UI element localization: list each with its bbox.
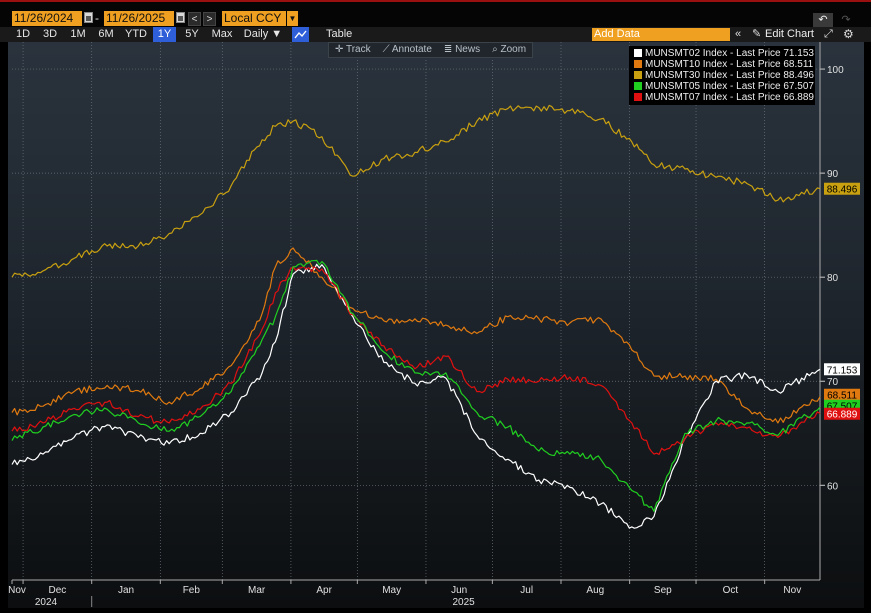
x-tick-label: Jan <box>118 585 134 596</box>
annotation-toolbar: ✛ Track ⟋ Annotate ≣ News ⌕ Zoom <box>328 42 534 58</box>
start-calendar-icon[interactable] <box>84 12 93 23</box>
y-tick-label: 80 <box>827 273 839 284</box>
x-tick-label: Nov <box>783 585 801 596</box>
period-3d[interactable]: 3D <box>42 28 58 40</box>
x-tick-label: Feb <box>183 585 201 596</box>
legend-item[interactable]: MUNSMT02 Index - Last Price 71.153 <box>632 48 814 59</box>
zoom-label: Zoom <box>500 44 527 55</box>
frequency-select[interactable]: Daily ▼ <box>243 28 283 40</box>
legend-swatch <box>634 60 642 68</box>
chart-legend: MUNSMT02 Index - Last Price 71.153 MUNSM… <box>629 46 815 105</box>
annotate-label: Annotate <box>391 44 432 55</box>
last-price-tag <box>824 363 860 376</box>
x-tick-label: Sep <box>654 585 672 596</box>
track-label: Track <box>345 44 371 55</box>
x-tick-label: Apr <box>316 585 332 596</box>
x-year-label: 2024 <box>35 597 58 608</box>
legend-label: MUNSMT05 Index - Last Price 67.507 <box>645 81 814 92</box>
series-line <box>11 247 821 424</box>
x-tick-label: Oct <box>723 585 739 596</box>
legend-swatch <box>634 82 642 90</box>
period-ytd[interactable]: YTD <box>125 28 147 40</box>
line-chart-icon[interactable] <box>292 27 309 42</box>
x-year-label: 2025 <box>452 597 475 608</box>
y-tick-label: 70 <box>827 377 839 388</box>
y-tick-label: 60 <box>827 481 839 492</box>
expand-icon[interactable]: ⤢ <box>824 28 833 40</box>
period-max[interactable]: Max <box>211 28 233 40</box>
legend-swatch <box>634 71 642 79</box>
track-button[interactable]: ✛ Track <box>335 44 371 55</box>
x-tick-label: May <box>382 585 401 596</box>
x-tick-label: Aug <box>586 585 604 596</box>
edit-chart-button[interactable]: Edit Chart <box>765 28 814 40</box>
y-tick-label: 90 <box>827 169 839 180</box>
last-price-tag <box>824 407 860 420</box>
collapse-icon[interactable]: « <box>735 28 742 40</box>
last-price-tag <box>824 388 860 401</box>
last-price-label: 71.153 <box>827 365 858 376</box>
end-calendar-icon[interactable] <box>176 12 185 23</box>
news-button[interactable]: ≣ News <box>443 44 481 55</box>
last-price-label: 88.496 <box>827 185 858 196</box>
pencil-icon[interactable]: ✎ <box>752 28 762 40</box>
period-6m[interactable]: 6M <box>98 28 114 40</box>
period-toolbar: 1D 3D 1M 6M YTD 1Y 5Y Max Daily ▼ Table … <box>0 27 871 42</box>
legend-item[interactable]: MUNSMT05 Index - Last Price 67.507 <box>632 81 814 92</box>
top-toolbar: 11/26/2024 - 11/26/2025 < > Local CCY ▼ … <box>0 0 871 27</box>
x-tick-label: Dec <box>48 585 66 596</box>
x-tick-label: Jun <box>451 585 467 596</box>
period-1m[interactable]: 1M <box>70 28 86 40</box>
legend-swatch <box>634 93 642 101</box>
price-chart[interactable]: 60 70 80 90 100 Nov Dec Jan Feb Mar Apr May Jun Jul Au… <box>8 42 864 608</box>
legend-item[interactable]: MUNSMT07 Index - Last Price 66.889 <box>632 92 814 103</box>
legend-label: MUNSMT30 Index - Last Price 88.496 <box>645 70 814 81</box>
date-separator: - <box>95 11 99 25</box>
redo-icon[interactable]: ↷ <box>841 14 851 26</box>
currency-select[interactable]: Local CCY <box>222 11 286 26</box>
prev-period-button[interactable]: < <box>188 12 201 26</box>
add-data-input[interactable]: Add Data <box>592 28 730 41</box>
series-line <box>11 265 821 455</box>
period-1y[interactable]: 1Y <box>153 27 176 42</box>
x-tick-label: Mar <box>248 585 266 596</box>
legend-label: MUNSMT07 Index - Last Price 66.889 <box>645 92 814 103</box>
start-date-input[interactable]: 11/26/2024 <box>12 11 82 26</box>
last-price-label: 67.507 <box>827 402 858 413</box>
undo-icon[interactable]: ↶ <box>813 13 833 27</box>
legend-label: MUNSMT02 Index - Last Price 71.153 <box>645 48 814 59</box>
last-price-label: 66.889 <box>827 410 858 421</box>
annotate-button[interactable]: ⟋ Annotate <box>382 44 432 55</box>
next-period-button[interactable]: > <box>203 12 216 26</box>
series-line <box>11 104 821 278</box>
x-tick-label: Nov <box>8 585 26 596</box>
gear-icon[interactable]: ⚙ <box>843 27 854 41</box>
news-label: News <box>455 44 481 55</box>
legend-swatch <box>634 49 642 57</box>
chart-area[interactable]: 60 70 80 90 100 Nov Dec Jan Feb Mar Apr May Jun Jul Au… <box>8 42 864 608</box>
series-line <box>11 259 821 512</box>
period-5y[interactable]: 5Y <box>185 28 199 40</box>
last-price-label: 68.511 <box>827 391 857 402</box>
end-date-input[interactable]: 11/26/2025 <box>104 11 174 26</box>
last-price-tag <box>824 182 860 195</box>
period-1d[interactable]: 1D <box>15 28 31 40</box>
legend-item[interactable]: MUNSMT10 Index - Last Price 68.511 <box>632 59 814 70</box>
x-tick-label: Jul <box>520 585 533 596</box>
legend-label: MUNSMT10 Index - Last Price 68.511 <box>645 59 814 70</box>
chevron-down-icon[interactable]: ▼ <box>287 11 298 26</box>
y-tick-label: 100 <box>827 65 844 76</box>
table-button[interactable]: Table <box>326 28 353 40</box>
zoom-button[interactable]: ⌕ Zoom <box>492 44 527 55</box>
series-line <box>11 263 821 529</box>
legend-item[interactable]: MUNSMT30 Index - Last Price 88.496 <box>632 70 814 81</box>
